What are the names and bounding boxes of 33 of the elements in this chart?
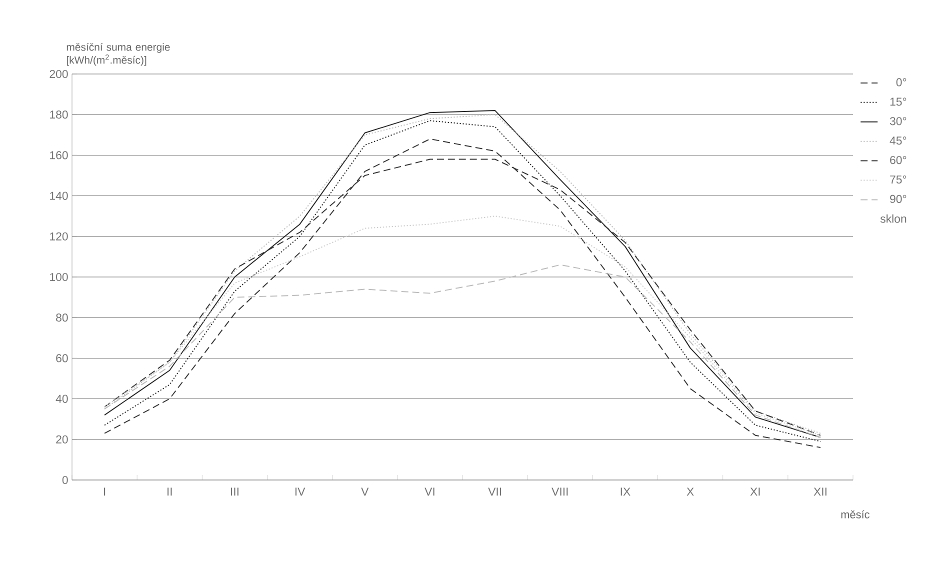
legend-label: 15°: [890, 98, 906, 106]
y-tick-label: 200: [50, 70, 68, 78]
y-tick-label: 160: [50, 151, 68, 160]
x-tick-label: VI: [424, 488, 434, 496]
y-axis-title: měsíční suma energie [kWh/(m$^{2}$.měsíc)]: [66, 42, 170, 66]
legend-label: 60°: [890, 156, 906, 164]
y-tick-label: 140: [50, 192, 68, 200]
y-tick-label: 80: [56, 314, 68, 322]
y-tick-label: 0: [62, 476, 68, 484]
legend-label: 45°: [890, 136, 906, 145]
legend-title: sklon: [880, 214, 906, 223]
x-tick-label: IX: [620, 488, 630, 496]
x-tick-label: V: [361, 488, 369, 496]
x-tick-label: III: [231, 488, 238, 496]
x-tick-label: I: [104, 488, 106, 496]
x-tick-label: X: [686, 488, 694, 496]
y-tick-label: 60: [56, 354, 68, 362]
x-tick-label: IV: [295, 488, 306, 496]
legend-label: 0°: [896, 78, 906, 86]
y-tick-label: 100: [50, 272, 68, 282]
x-tick-label: XII: [814, 488, 826, 496]
legend-label: 30°: [890, 117, 906, 126]
y-tick-label: 120: [50, 232, 68, 240]
legend-label: 75°: [890, 175, 906, 184]
y-tick-label: 180: [50, 110, 68, 119]
y-tick-label: 40: [56, 394, 68, 403]
x-axis-title: měsíc: [841, 510, 870, 518]
x-tick-label: VII: [488, 488, 501, 496]
x-tick-label: VIII: [552, 488, 568, 496]
legend-label: 90°: [890, 194, 906, 204]
x-tick-label: XI: [750, 488, 760, 496]
x-tick-label: II: [168, 488, 172, 496]
y-tick-label: 20: [56, 435, 68, 444]
